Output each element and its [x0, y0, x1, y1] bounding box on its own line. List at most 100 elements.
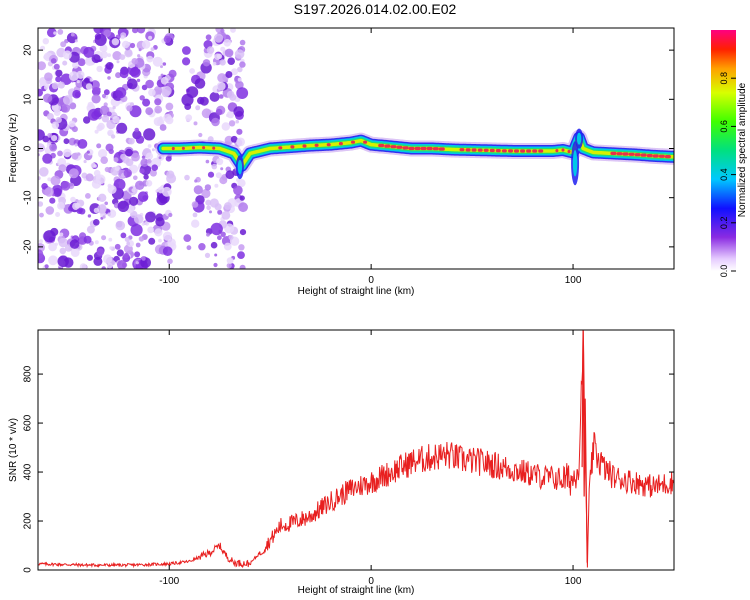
noise-blob [146, 55, 154, 63]
noise-blob [193, 185, 203, 195]
ridge-peak [567, 149, 571, 154]
noise-blob [38, 61, 46, 71]
spectrogram-noise [38, 28, 249, 269]
ridge-peak [426, 146, 433, 151]
noise-blob [77, 58, 86, 67]
noise-blob [83, 116, 91, 124]
noise-blob [85, 83, 93, 90]
x-tick-label: 0 [368, 275, 374, 286]
noise-blob [85, 193, 91, 199]
ridge-peak [538, 149, 544, 153]
noise-blob [159, 124, 167, 131]
x-tick-label: 100 [565, 275, 582, 286]
noise-blob [113, 178, 126, 191]
noise-blob [166, 173, 177, 184]
noise-blob [215, 108, 223, 116]
noise-blob [186, 245, 192, 251]
noise-blob [101, 93, 107, 99]
noise-blob [109, 246, 113, 250]
noise-blob [69, 239, 80, 249]
noise-blob [57, 202, 65, 210]
noise-blob [225, 170, 235, 180]
noise-blob [213, 33, 224, 43]
noise-blob [116, 122, 128, 134]
noise-blob [47, 133, 53, 138]
noise-blob [207, 171, 215, 178]
noise-blob [144, 221, 150, 226]
noise-blob [215, 172, 222, 179]
noise-blob [182, 57, 191, 66]
y-tick-label: -10 [23, 190, 34, 205]
noise-blob [93, 207, 100, 214]
noise-blob [236, 137, 246, 147]
chart-title: S197.2026.014.02.00.E02 [293, 1, 457, 17]
noise-blob [41, 183, 48, 190]
noise-blob [165, 116, 174, 125]
noise-blob [55, 69, 63, 77]
noise-blob [135, 261, 139, 265]
noise-blob [54, 242, 58, 246]
noise-blob [151, 164, 158, 171]
noise-blob [216, 81, 226, 91]
y-tick-label: 0 [23, 145, 34, 151]
ridge-peak [477, 148, 483, 152]
noise-blob [96, 124, 103, 132]
noise-blob [148, 88, 156, 97]
snr-panel: -100 0 100 0 200 400 600 800 Height of straigh… [8, 329, 675, 596]
noise-blob [126, 241, 131, 246]
noise-blob [94, 34, 107, 46]
noise-blob [58, 237, 68, 248]
noise-blob [137, 28, 146, 34]
ridge-peak [402, 146, 409, 150]
colorbar-tick-label: 0.4 [719, 168, 729, 181]
noise-blob [205, 34, 212, 41]
noise-blob [191, 201, 199, 208]
noise-blob [163, 35, 172, 43]
ridge-peak [290, 145, 295, 149]
noise-blob [95, 174, 102, 180]
noise-blob [83, 46, 95, 58]
ridge-peak [652, 154, 659, 158]
noise-blob [47, 177, 52, 182]
noise-blob [71, 152, 79, 160]
ridge-peak [278, 146, 283, 150]
ridge-peak [520, 149, 526, 153]
noise-blob [112, 105, 116, 110]
noise-blob [124, 237, 130, 242]
colorbar-tick-label: 0.0 [719, 265, 729, 278]
noise-blob [51, 135, 58, 142]
noise-blob [162, 246, 173, 256]
noise-blob [223, 39, 231, 47]
noise-blob [167, 238, 176, 247]
noise-blob [105, 62, 114, 70]
noise-blob [168, 212, 173, 218]
noise-blob [221, 211, 231, 220]
noise-blob [72, 62, 79, 69]
ridge-peak [501, 149, 507, 153]
noise-blob [146, 158, 152, 164]
noise-blob [100, 50, 108, 59]
noise-blob [93, 219, 100, 226]
noise-blob [194, 179, 198, 183]
noise-blob [38, 239, 44, 244]
noise-blob [97, 204, 107, 214]
noise-blob [237, 251, 245, 259]
noise-blob [158, 75, 163, 80]
noise-blob [158, 156, 162, 160]
noise-blob [182, 46, 191, 55]
noise-blob [209, 91, 220, 102]
ridge-peak [514, 149, 519, 153]
noise-blob [194, 78, 206, 89]
noise-blob [52, 184, 63, 195]
noise-blob [44, 72, 53, 81]
noise-blob [216, 158, 224, 166]
ridge-peak [610, 151, 617, 155]
ridge-peak [302, 144, 307, 148]
noise-blob [104, 201, 108, 206]
noise-blob [195, 105, 201, 111]
noise-blob [136, 78, 141, 83]
noise-blob [108, 148, 114, 155]
noise-blob [89, 78, 94, 82]
y-tick-label: 20 [23, 44, 34, 56]
